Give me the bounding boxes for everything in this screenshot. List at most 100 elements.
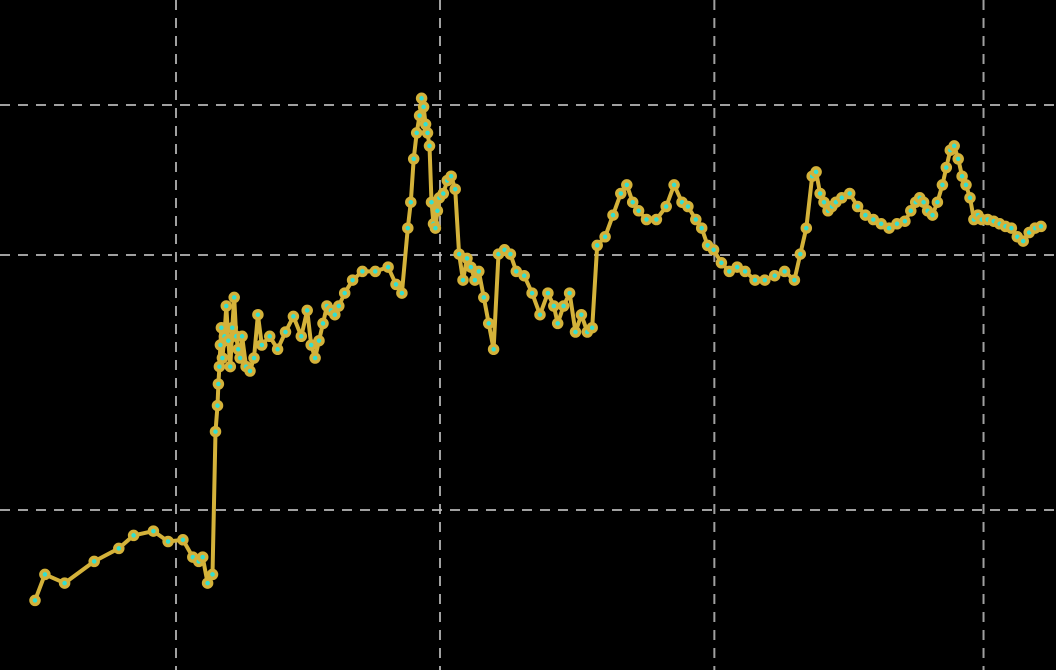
data-point xyxy=(952,153,964,165)
data-point xyxy=(731,261,743,273)
data-point xyxy=(851,200,864,213)
data-point xyxy=(960,179,972,191)
data-point xyxy=(215,321,228,334)
data-point xyxy=(723,265,736,278)
data-point xyxy=(759,274,771,286)
data-point xyxy=(236,330,248,343)
data-point xyxy=(317,317,329,330)
data-point xyxy=(309,352,321,364)
data-point xyxy=(504,248,517,260)
data-point xyxy=(794,248,807,260)
data-point xyxy=(287,310,300,323)
data-point xyxy=(234,352,246,364)
data-point xyxy=(425,196,438,208)
data-point xyxy=(177,534,189,546)
data-point xyxy=(113,542,125,555)
data-point xyxy=(407,153,420,165)
data-point xyxy=(301,304,313,317)
data-point xyxy=(402,222,414,234)
data-point xyxy=(228,291,240,304)
data-point xyxy=(271,343,284,356)
data-point xyxy=(222,334,235,347)
data-point xyxy=(956,170,968,182)
data-point xyxy=(518,269,530,282)
data-point xyxy=(739,265,751,278)
data-point xyxy=(248,352,260,364)
data-point xyxy=(382,261,394,273)
data-point xyxy=(295,330,308,343)
data-point xyxy=(917,196,930,208)
data-point xyxy=(695,222,708,234)
data-point xyxy=(449,183,461,195)
data-point xyxy=(948,140,960,152)
data-point xyxy=(534,308,546,321)
data-point xyxy=(905,205,917,217)
data-point xyxy=(615,187,627,200)
data-point xyxy=(810,166,822,178)
data-point xyxy=(410,127,423,139)
data-point xyxy=(396,287,408,299)
data-point xyxy=(632,205,645,217)
data-point xyxy=(778,265,791,278)
data-point xyxy=(607,209,619,221)
data-point xyxy=(621,179,633,191)
data-point xyxy=(256,339,268,351)
data-point xyxy=(707,244,720,256)
data-point xyxy=(356,265,369,278)
data-point xyxy=(390,278,402,291)
data-point xyxy=(591,239,603,252)
data-point xyxy=(419,118,432,131)
data-point xyxy=(548,300,560,312)
series-layer xyxy=(33,96,1043,603)
data-point xyxy=(487,343,500,356)
data-point xyxy=(814,187,826,200)
data-point xyxy=(457,274,469,286)
data-point xyxy=(333,300,345,312)
data-point xyxy=(465,261,477,273)
data-point xyxy=(405,196,417,208)
data-point xyxy=(668,179,680,191)
data-point xyxy=(800,222,813,234)
data-point xyxy=(1017,235,1029,247)
data-point xyxy=(859,209,872,221)
data-point xyxy=(510,265,523,278)
data-point xyxy=(216,352,229,364)
data-point xyxy=(206,568,219,581)
data-point xyxy=(213,360,226,373)
data-point xyxy=(437,187,450,200)
data-point xyxy=(58,577,71,589)
data-point xyxy=(88,555,100,568)
data-point xyxy=(768,269,781,282)
data-point xyxy=(931,196,944,208)
data-point xyxy=(423,140,436,152)
data-point xyxy=(551,317,564,330)
data-point xyxy=(843,187,856,200)
data-point xyxy=(650,213,663,226)
data-point xyxy=(421,127,434,139)
data-point xyxy=(226,321,239,334)
data-point xyxy=(417,101,430,113)
data-point xyxy=(640,213,653,226)
data-point xyxy=(715,257,728,269)
data-point xyxy=(478,291,490,304)
data-point xyxy=(453,248,465,260)
points-layer xyxy=(29,92,1047,607)
data-point xyxy=(220,300,233,312)
data-point xyxy=(29,594,41,607)
data-point xyxy=(415,92,428,105)
data-point xyxy=(542,287,554,299)
data-point xyxy=(329,308,341,321)
data-point xyxy=(127,529,140,542)
data-point xyxy=(586,321,598,334)
data-point xyxy=(279,326,292,338)
data-point xyxy=(244,365,256,377)
data-point xyxy=(749,274,761,286)
data-point xyxy=(147,525,160,537)
data-point xyxy=(445,170,457,182)
data-point xyxy=(899,215,911,227)
data-point xyxy=(836,192,848,204)
data-point xyxy=(883,222,895,234)
data-point xyxy=(209,425,222,438)
data-point xyxy=(557,300,570,312)
